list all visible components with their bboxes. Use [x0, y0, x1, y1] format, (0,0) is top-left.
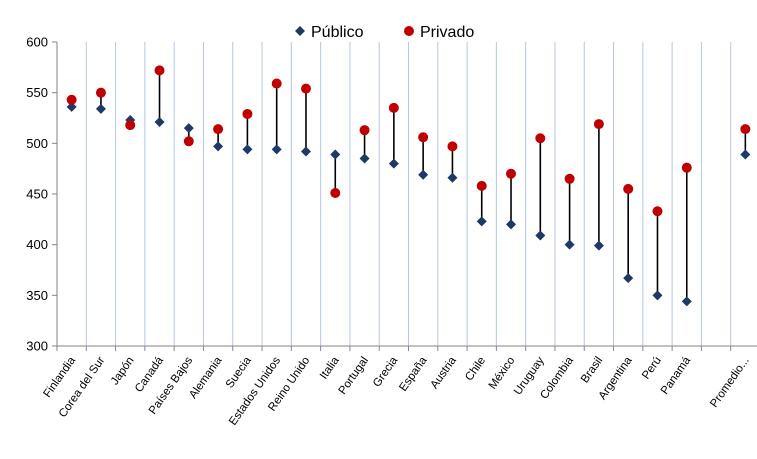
publico-point — [476, 216, 487, 227]
publico-point — [388, 158, 399, 169]
publico-point — [95, 103, 106, 114]
publico-point — [242, 144, 253, 155]
category-label: México — [487, 355, 518, 392]
privado-point — [271, 78, 282, 89]
category-label: Portugal — [337, 355, 371, 397]
publico-point — [213, 141, 224, 152]
privado-point — [681, 162, 692, 173]
privado-point — [593, 119, 604, 130]
y-tick-label: 300 — [26, 339, 48, 354]
privado-point — [213, 124, 224, 135]
category-label: Promedio... — [708, 355, 752, 410]
privado-point — [183, 136, 194, 147]
privado-point — [652, 206, 663, 217]
publico-point — [271, 144, 282, 155]
category-label: Grecia — [371, 354, 401, 389]
category-label: Panamá — [659, 354, 694, 396]
publico-point — [183, 123, 194, 134]
privado-point — [418, 132, 429, 143]
publico-point — [300, 146, 311, 157]
axes — [52, 41, 757, 351]
publico-point — [535, 230, 546, 241]
privado-point — [95, 87, 106, 98]
y-tick-label: 550 — [26, 85, 48, 100]
privado-point — [564, 173, 575, 184]
privado-point — [359, 125, 370, 136]
publico-point — [623, 273, 634, 284]
publico-point — [66, 101, 77, 112]
gridlines — [85, 42, 732, 346]
legend-privado-label: Privado — [420, 24, 474, 41]
legend-publico-marker — [295, 26, 305, 36]
category-label: Brasil — [579, 355, 605, 385]
y-tick-label: 350 — [26, 288, 48, 303]
category-label: España — [397, 354, 430, 393]
privado-point — [623, 183, 634, 194]
publico-point — [681, 296, 692, 307]
publico-point — [564, 239, 575, 250]
y-tick-label: 600 — [26, 35, 48, 50]
category-label: Japón — [109, 355, 137, 388]
publico-point — [593, 240, 604, 251]
privado-point — [300, 83, 311, 94]
category-label: Perú — [640, 355, 664, 382]
category-label: Chile — [463, 355, 488, 383]
privado-point — [242, 108, 253, 119]
privado-point — [388, 102, 399, 113]
category-label: Suecia — [224, 354, 254, 390]
category-label: Austria — [429, 354, 460, 391]
legend-publico-label: Público — [311, 24, 364, 41]
publico-point — [652, 290, 663, 301]
privado-point — [330, 187, 341, 198]
privado-point — [66, 94, 77, 105]
y-tick-labels: 300 350 400 450 500 550 600 — [26, 35, 48, 354]
legend: Público Privado — [295, 24, 474, 41]
publico-point — [418, 169, 429, 180]
y-tick-label: 400 — [26, 237, 48, 252]
publico-point — [506, 219, 517, 230]
privado-point — [740, 124, 751, 135]
privado-series — [66, 65, 751, 217]
publico-point — [740, 149, 751, 160]
legend-privado-marker — [404, 26, 414, 36]
privado-point — [476, 180, 487, 191]
publico-point — [330, 149, 341, 160]
category-label: Italia — [318, 354, 342, 381]
publico-point — [447, 172, 458, 183]
publico-series — [66, 101, 751, 307]
privado-point — [535, 133, 546, 144]
publico-point — [154, 117, 165, 128]
privado-point — [447, 141, 458, 152]
y-tick-label: 500 — [26, 136, 48, 151]
publico-point — [359, 153, 370, 164]
y-tick-label: 450 — [26, 187, 48, 202]
privado-point — [154, 65, 165, 76]
privado-point — [506, 168, 517, 179]
privado-point — [125, 120, 136, 131]
